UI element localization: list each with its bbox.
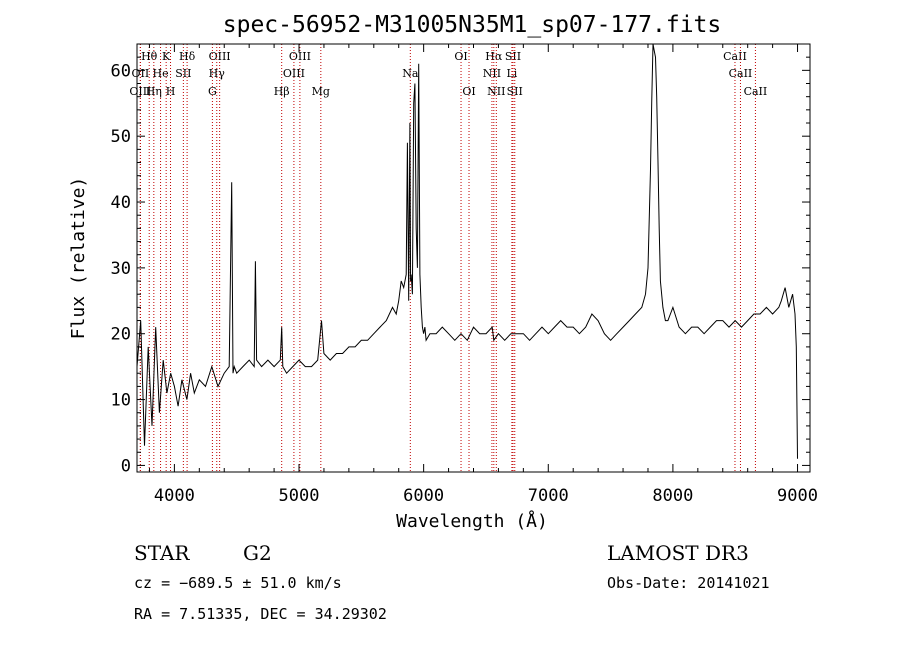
plot-frame [136, 43, 811, 473]
object-class: STAR [134, 541, 190, 565]
line-marker-label: Hδ [179, 50, 196, 63]
line-marker-label: OIII [129, 85, 151, 98]
line-marker-label: Hη [146, 85, 162, 98]
line-marker-label: OI [462, 85, 475, 98]
x-tick-label: 8000 [652, 486, 693, 506]
line-marker-label: OIII [283, 67, 305, 80]
y-axis: 0 10 20 30 40 50 60 [111, 56, 810, 476]
x-axis-label: Wavelength (Å) [396, 510, 548, 532]
line-marker-label: NII [487, 85, 505, 98]
y-tick-label: 30 [111, 259, 131, 279]
x-tick-label: 6000 [403, 486, 444, 506]
y-tick-label: 20 [111, 325, 131, 345]
line-marker-label: Hθ [141, 50, 158, 63]
line-marker-label: Na [402, 67, 419, 80]
line-marker-label: OIII [289, 50, 311, 63]
y-tick-label: 60 [111, 61, 131, 81]
spectrum-line [136, 43, 798, 459]
line-marker-label: SII [505, 50, 521, 63]
line-marker-label: CaII [729, 67, 753, 80]
observation-date: Obs-Date: 20141021 [607, 574, 770, 592]
line-marker-label: CaII [723, 50, 747, 63]
line-marker-label: SII [507, 85, 523, 98]
x-tick-label: 5000 [279, 486, 320, 506]
chart-title: spec-56952-M31005N35M1_sp07-177.fits [223, 12, 722, 38]
line-marker-label: Hγ [209, 67, 226, 80]
object-subclass: G2 [243, 541, 272, 565]
line-marker-label: OIII [209, 50, 231, 63]
line-marker-label: NII [483, 67, 501, 80]
line-marker-label: Li [506, 67, 517, 80]
line-marker-label: OI [454, 50, 467, 63]
line-marker-label: H [166, 85, 176, 98]
line-marker-label: SII [175, 67, 191, 80]
line-marker-label: He [153, 67, 169, 80]
line-marker-label: Mg [312, 85, 330, 98]
coordinates: RA = 7.51335, DEC = 34.29302 [134, 605, 387, 623]
y-axis-label: Flux (relative) [68, 177, 89, 340]
y-tick-label: 40 [111, 193, 131, 213]
line-marker-label: G [208, 85, 217, 98]
y-tick-label: 50 [111, 127, 131, 147]
line-marker-label: Hβ [274, 85, 290, 98]
y-tick-label: 10 [111, 391, 131, 411]
x-tick-label: 4000 [154, 486, 195, 506]
redshift-velocity: cz = −689.5 ± 51.0 km/s [134, 574, 342, 592]
x-axis: 4000 5000 6000 7000 8000 9000 [148, 44, 818, 506]
survey-name: LAMOST DR3 [607, 541, 749, 565]
x-tick-label: 7000 [528, 486, 569, 506]
line-marker-label: K [162, 50, 171, 63]
line-marker-label: Hα [485, 50, 503, 63]
y-tick-label: 0 [121, 456, 131, 476]
x-tick-label: 9000 [777, 486, 818, 506]
line-marker-label: CaII [744, 85, 768, 98]
